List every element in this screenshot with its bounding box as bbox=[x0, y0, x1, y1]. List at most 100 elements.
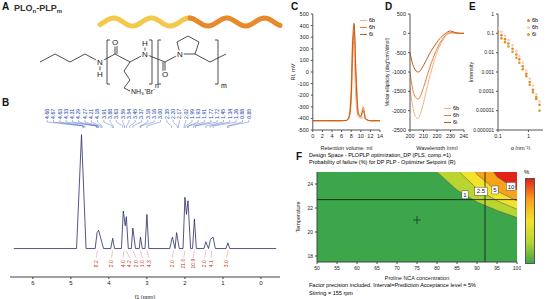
svg-text:O: O bbox=[162, 70, 168, 79]
svg-text:2.02: 2.02 bbox=[183, 109, 189, 119]
svg-text:2: 2 bbox=[321, 133, 324, 139]
svg-text:6: 6 bbox=[31, 280, 35, 286]
svg-text:8: 8 bbox=[350, 133, 353, 139]
svg-text:10: 10 bbox=[508, 184, 515, 190]
svg-text:85: 85 bbox=[454, 265, 460, 271]
svg-text:2.0: 2.0 bbox=[169, 260, 175, 267]
svg-text:1.72: 1.72 bbox=[214, 109, 220, 119]
svg-text:Intensity: Intensity bbox=[468, 62, 474, 83]
svg-text:0: 0 bbox=[311, 133, 314, 139]
svg-text:m: m bbox=[221, 82, 227, 89]
svg-text:3.37: 3.37 bbox=[138, 109, 144, 119]
svg-text:100: 100 bbox=[300, 57, 309, 63]
svg-text:Temperature: Temperature bbox=[295, 202, 301, 233]
svg-text:0.88: 0.88 bbox=[239, 109, 245, 119]
svg-text:55: 55 bbox=[334, 265, 340, 271]
svg-text:Retention volume, ml: Retention volume, ml bbox=[321, 145, 373, 150]
svg-text:18: 18 bbox=[307, 253, 313, 259]
svg-text:3.16: 3.16 bbox=[151, 109, 157, 119]
svg-text:4.31: 4.31 bbox=[69, 109, 75, 119]
svg-text:0.0001: 0.0001 bbox=[479, 88, 495, 94]
svg-text:400: 400 bbox=[300, 23, 309, 29]
svg-text:f1 (ppm): f1 (ppm) bbox=[135, 294, 156, 299]
svg-text:0: 0 bbox=[259, 280, 263, 286]
svg-text:4.1: 4.1 bbox=[208, 260, 214, 267]
svg-text:2.0: 2.0 bbox=[133, 260, 139, 267]
svg-text:0.1: 0.1 bbox=[494, 133, 502, 139]
svg-text:4: 4 bbox=[107, 280, 111, 286]
svg-text:Wavelength (nm): Wavelength (nm) bbox=[416, 145, 458, 150]
svg-text:21.0: 21.0 bbox=[180, 259, 186, 269]
svg-text:0.1: 0.1 bbox=[487, 30, 494, 36]
svg-text:-1000: -1000 bbox=[392, 69, 406, 75]
svg-text:0: 0 bbox=[306, 69, 309, 75]
svg-text:65: 65 bbox=[374, 265, 380, 271]
svg-text:H: H bbox=[97, 70, 103, 79]
svg-text:1: 1 bbox=[491, 11, 494, 17]
svg-text:Proline NCA concentration: Proline NCA concentration bbox=[385, 275, 450, 280]
svg-text:1.99: 1.99 bbox=[189, 109, 195, 119]
svg-text:4.18: 4.18 bbox=[94, 109, 100, 119]
svg-text:O: O bbox=[112, 38, 118, 47]
svg-text:75: 75 bbox=[414, 265, 420, 271]
svg-text:500: 500 bbox=[397, 11, 406, 17]
svg-text:95: 95 bbox=[494, 265, 500, 271]
svg-text:230: 230 bbox=[446, 133, 455, 139]
svg-text:220: 220 bbox=[432, 133, 441, 139]
svg-text:2.0: 2.0 bbox=[201, 260, 207, 267]
svg-text:210: 210 bbox=[419, 133, 428, 139]
svg-text:NH₃⁺Br⁻: NH₃⁺Br⁻ bbox=[131, 88, 156, 95]
svg-text:-400: -400 bbox=[298, 115, 309, 121]
svg-text:1.77: 1.77 bbox=[208, 109, 214, 119]
svg-text:4.2: 4.2 bbox=[126, 260, 132, 267]
svg-text:3.59: 3.59 bbox=[120, 109, 126, 119]
svg-text:1.26: 1.26 bbox=[233, 109, 239, 119]
svg-text:1.34: 1.34 bbox=[227, 109, 233, 119]
svg-text:60: 60 bbox=[354, 265, 360, 271]
svg-text:4.0: 4.0 bbox=[120, 260, 126, 267]
svg-text:200: 200 bbox=[300, 46, 309, 52]
svg-text:3.0: 3.0 bbox=[223, 260, 229, 267]
svg-text:3.88: 3.88 bbox=[107, 109, 113, 119]
svg-text:4.33: 4.33 bbox=[63, 109, 69, 119]
svg-text:2.5: 2.5 bbox=[477, 188, 486, 194]
svg-text:70: 70 bbox=[394, 265, 400, 271]
svg-text:0.000001: 0.000001 bbox=[473, 127, 494, 133]
svg-text:240: 240 bbox=[459, 133, 468, 139]
svg-text:2.17: 2.17 bbox=[176, 109, 182, 119]
svg-text:0: 0 bbox=[403, 30, 406, 36]
svg-text:50: 50 bbox=[314, 265, 320, 271]
svg-text:2.0: 2.0 bbox=[108, 260, 114, 267]
svg-text:N: N bbox=[97, 58, 103, 67]
svg-text:1.0: 1.0 bbox=[139, 260, 145, 267]
svg-text:24: 24 bbox=[307, 181, 313, 187]
svg-text:0.01: 0.01 bbox=[484, 49, 494, 55]
svg-text:5: 5 bbox=[69, 280, 73, 286]
svg-text:3.91: 3.91 bbox=[101, 109, 107, 119]
svg-text:100: 100 bbox=[513, 265, 521, 271]
svg-text:-1500: -1500 bbox=[392, 88, 406, 94]
svg-text:20: 20 bbox=[307, 229, 313, 235]
svg-text:6: 6 bbox=[340, 133, 343, 139]
svg-text:200: 200 bbox=[405, 133, 414, 139]
svg-text:3.00: 3.00 bbox=[157, 109, 163, 119]
svg-text:5: 5 bbox=[493, 187, 497, 193]
svg-text:4: 4 bbox=[330, 133, 333, 139]
svg-text:3.63: 3.63 bbox=[113, 109, 119, 119]
svg-text:4.68: 4.68 bbox=[44, 109, 50, 119]
svg-text:Molar ellipticity (deg*cm²/dmo: Molar ellipticity (deg*cm²/dmol) bbox=[384, 37, 390, 106]
svg-text:RI, mV: RI, mV bbox=[290, 63, 296, 80]
svg-text:q (nm⁻¹): q (nm⁻¹) bbox=[511, 145, 531, 150]
svg-text:N: N bbox=[142, 50, 148, 59]
svg-text:0.85: 0.85 bbox=[246, 109, 252, 119]
svg-text:4.27: 4.27 bbox=[82, 109, 88, 119]
svg-text:N: N bbox=[177, 50, 183, 59]
svg-text:-2000: -2000 bbox=[392, 108, 406, 114]
svg-text:2: 2 bbox=[183, 280, 187, 286]
svg-text:3: 3 bbox=[145, 280, 149, 286]
svg-text:-500: -500 bbox=[298, 127, 309, 133]
svg-text:4.29: 4.29 bbox=[75, 109, 81, 119]
svg-text:80: 80 bbox=[434, 265, 440, 271]
svg-text:1.45: 1.45 bbox=[220, 109, 226, 119]
svg-text:90: 90 bbox=[474, 265, 480, 271]
